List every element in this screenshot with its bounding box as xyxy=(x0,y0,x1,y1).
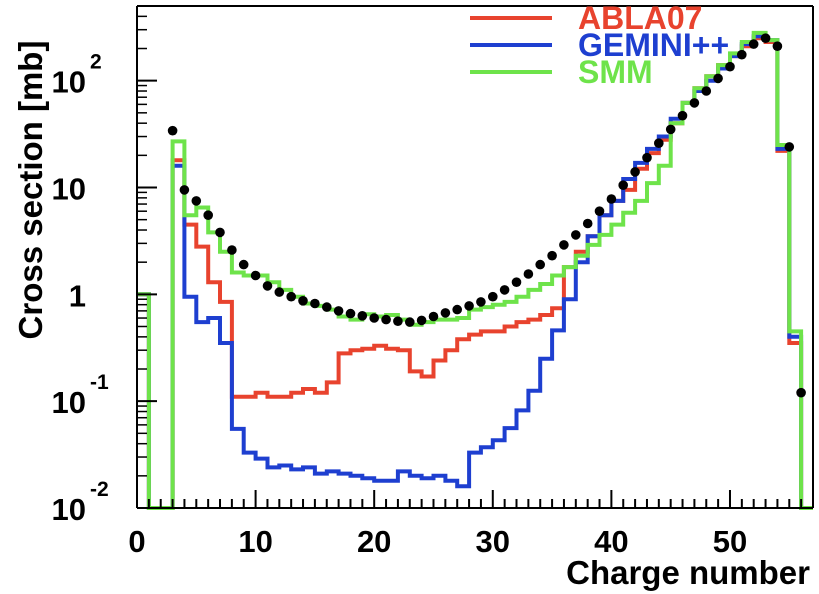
x-tick-label: 40 xyxy=(594,524,628,559)
data-point xyxy=(428,311,439,322)
data-point xyxy=(322,302,332,312)
data-point xyxy=(262,281,273,291)
data-point xyxy=(511,277,522,288)
data-point xyxy=(381,314,391,325)
data-point xyxy=(286,291,297,302)
data-point xyxy=(701,86,712,96)
data-point xyxy=(298,296,308,306)
data-point xyxy=(488,291,498,302)
data-point xyxy=(357,311,368,321)
y-tick-base: 10 xyxy=(52,385,86,420)
data-point xyxy=(167,125,178,136)
data-point xyxy=(476,297,486,307)
data-point xyxy=(748,39,759,49)
data-point xyxy=(677,110,688,121)
data-point xyxy=(796,387,806,398)
data-point xyxy=(179,185,190,195)
data-point xyxy=(523,269,534,279)
data-point xyxy=(630,167,640,177)
y-tick-label: 1 xyxy=(69,278,86,313)
data-point xyxy=(310,298,320,309)
y-tick-label: 10-1 xyxy=(52,371,109,420)
plot-frame xyxy=(136,5,814,509)
data-point xyxy=(333,306,344,316)
y-tick-base: 1 xyxy=(69,278,86,313)
y-tick-base: 10 xyxy=(52,492,86,527)
legend-label-gemini: GEMINI++ xyxy=(578,27,729,63)
series-data-points xyxy=(167,33,806,398)
data-point xyxy=(689,98,700,108)
data-point xyxy=(618,180,628,190)
data-point xyxy=(345,308,356,319)
series-gemini-histogram xyxy=(137,34,813,510)
y-tick-label: 102 xyxy=(52,51,102,100)
data-point xyxy=(499,285,510,295)
data-point xyxy=(405,317,415,327)
x-tick-label: 0 xyxy=(128,524,145,559)
series-smm-histogram xyxy=(137,30,813,510)
y-tick-exponent: -1 xyxy=(90,371,109,394)
legend-label-smm: SMM xyxy=(578,54,653,90)
data-point xyxy=(464,301,474,311)
y-axis-title: Cross section [mb] xyxy=(12,41,49,340)
data-point xyxy=(535,259,545,270)
data-point xyxy=(642,152,652,163)
y-tick-exponent: 2 xyxy=(90,51,102,74)
data-point xyxy=(393,316,403,327)
data-point xyxy=(274,287,285,297)
data-point xyxy=(654,138,664,148)
data-point xyxy=(227,245,237,255)
data-point xyxy=(452,304,463,315)
x-tick-label: 10 xyxy=(238,524,272,559)
data-point xyxy=(571,230,581,240)
data-point xyxy=(203,210,213,220)
data-point xyxy=(191,196,202,206)
data-point xyxy=(665,124,676,135)
y-tick-label: 10 xyxy=(52,172,86,207)
data-point xyxy=(713,73,723,84)
data-point xyxy=(760,33,771,43)
x-tick-label: 50 xyxy=(713,524,747,559)
data-point xyxy=(559,240,569,250)
y-tick-label: 10-2 xyxy=(52,478,109,527)
y-tick-exponent: -2 xyxy=(90,478,109,501)
data-point xyxy=(582,218,593,229)
plot-series-layer xyxy=(137,30,813,510)
data-point xyxy=(416,315,427,326)
data-point xyxy=(784,142,795,152)
axis-ticks xyxy=(136,5,803,509)
data-point xyxy=(215,227,225,238)
data-point xyxy=(737,49,747,60)
data-point xyxy=(725,61,735,72)
x-tick-label: 30 xyxy=(476,524,510,559)
y-tick-base: 10 xyxy=(52,65,86,100)
data-point xyxy=(606,194,617,204)
data-point xyxy=(440,308,451,318)
data-point xyxy=(369,313,380,323)
y-tick-base: 10 xyxy=(52,172,86,207)
x-tick-label: 20 xyxy=(357,524,391,559)
data-point xyxy=(772,41,783,51)
data-point xyxy=(238,259,249,270)
data-point xyxy=(547,250,557,261)
legend-label-abla07: ABLA07 xyxy=(578,0,702,36)
data-point xyxy=(594,206,605,216)
x-axis-title: Charge number xyxy=(566,554,810,591)
data-point xyxy=(250,270,261,281)
